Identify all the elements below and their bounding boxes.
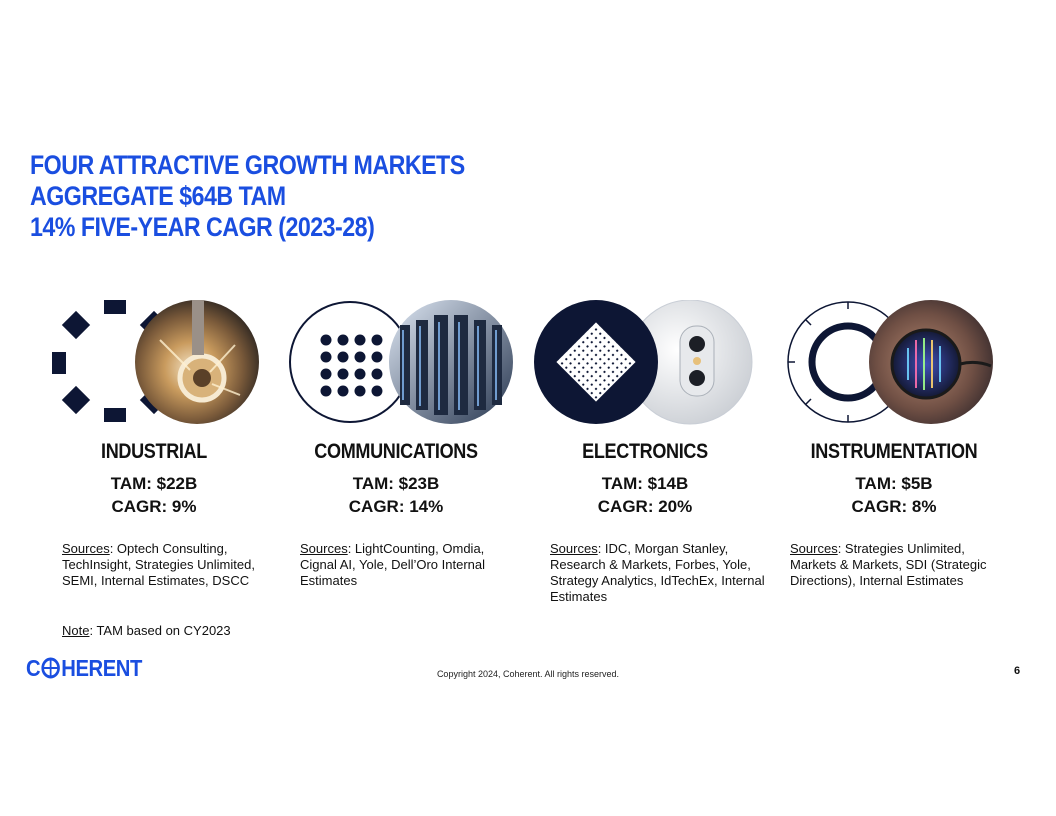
title-line-3: 14% FIVE-YEAR CAGR (2023-28): [30, 212, 375, 242]
cagr-value: CAGR: 14%: [348, 497, 444, 516]
segment-name: INDUSTRIAL: [101, 440, 207, 463]
slide-title: FOUR ATTRACTIVE GROWTH MARKETS AGGREGATE…: [30, 150, 465, 243]
title-line-2: AGGREGATE $64B TAM: [30, 181, 286, 211]
copyright-text: Copyright 2024, Coherent. All rights res…: [436, 669, 620, 679]
note-label: Note: [62, 623, 90, 638]
sources-label: Sources: [62, 541, 110, 556]
globe-icon: [41, 657, 60, 679]
sources-text: Sources: LightCounting, Omdia, Cignal AI…: [300, 541, 485, 588]
footnote: Note: TAM based on CY2023: [62, 623, 231, 638]
tam-value: TAM: $14B: [601, 474, 689, 493]
electronics-icon: [534, 300, 753, 425]
sources-text: Sources: Optech Consulting, TechInsight,…: [62, 541, 255, 588]
sources-text: Sources: IDC, Morgan Stanley, Research &…: [550, 541, 765, 604]
sources-label: Sources: [790, 541, 838, 556]
tam-value: TAM: $5B: [855, 474, 933, 493]
title-line-1: FOUR ATTRACTIVE GROWTH MARKETS: [30, 150, 465, 180]
tam-value: TAM: $23B: [352, 474, 440, 493]
sources-text: Sources: Strategies Unlimited, Markets &…: [790, 541, 987, 588]
segment-metrics: TAM: $14B CAGR: 20%: [525, 472, 765, 518]
cagr-value: CAGR: 20%: [597, 497, 693, 516]
sources-label: Sources: [550, 541, 598, 556]
segment-metrics: TAM: $22B CAGR: 9%: [34, 472, 274, 518]
page-number: 6: [1014, 665, 1021, 677]
communications-icon: [289, 300, 513, 424]
cagr-value: CAGR: 8%: [851, 497, 937, 516]
industrial-icon: [52, 300, 259, 424]
coherent-logo: C HERENT: [26, 654, 142, 681]
tam-value: TAM: $22B: [110, 474, 198, 493]
segment-name: ELECTRONICS: [582, 440, 708, 463]
segment-metrics: TAM: $5B CAGR: 8%: [774, 472, 1014, 518]
instrumentation-icon: [787, 300, 993, 424]
cagr-value: CAGR: 9%: [111, 497, 197, 516]
sources-label: Sources: [300, 541, 348, 556]
segment-metrics: TAM: $23B CAGR: 14%: [276, 472, 516, 518]
segment-name: INSTRUMENTATION: [810, 440, 978, 463]
segment-name: COMMUNICATIONS: [314, 440, 478, 463]
